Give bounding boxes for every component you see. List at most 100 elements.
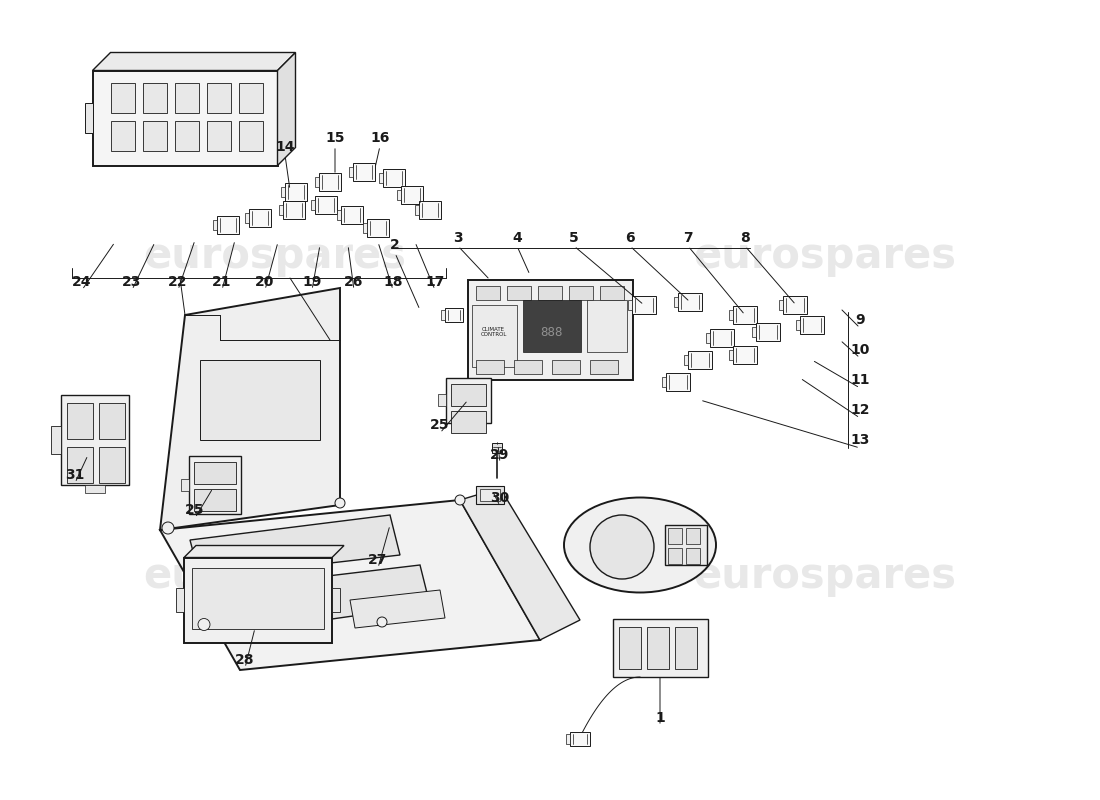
Text: 7: 7 (683, 231, 693, 245)
Bar (182, 479, 189, 491)
Text: CLIMATE
CONTROL: CLIMATE CONTROL (481, 326, 507, 338)
Bar (475, 360, 504, 374)
Bar (600, 286, 624, 300)
Text: 15: 15 (326, 131, 344, 145)
Bar (800, 316, 824, 334)
Bar (444, 308, 462, 322)
Bar (249, 209, 271, 227)
Bar (666, 525, 707, 565)
Text: 19: 19 (302, 275, 321, 289)
Bar (684, 355, 688, 365)
Bar (353, 163, 375, 181)
Bar (85, 103, 92, 133)
Bar (506, 286, 530, 300)
Bar (522, 300, 581, 352)
Text: 10: 10 (850, 343, 870, 357)
Bar (570, 732, 590, 746)
Bar (710, 329, 734, 347)
Polygon shape (190, 515, 400, 578)
Bar (729, 350, 733, 360)
Text: 24: 24 (73, 275, 91, 289)
Text: 23: 23 (122, 275, 142, 289)
Bar (796, 320, 800, 330)
Bar (184, 558, 332, 642)
Bar (60, 395, 129, 485)
Bar (468, 280, 632, 380)
Text: 21: 21 (212, 275, 232, 289)
Bar (99, 447, 125, 483)
Circle shape (162, 522, 174, 534)
Bar (280, 187, 285, 197)
Text: 28: 28 (235, 653, 255, 667)
Bar (618, 627, 640, 669)
Polygon shape (460, 488, 580, 640)
Text: 20: 20 (255, 275, 275, 289)
Text: 9: 9 (855, 313, 865, 327)
Text: 17: 17 (426, 275, 444, 289)
Bar (337, 210, 341, 220)
Bar (175, 121, 198, 150)
Bar (239, 121, 263, 150)
Text: eurospares: eurospares (143, 555, 407, 597)
Bar (51, 426, 60, 454)
Bar (756, 323, 780, 341)
Text: 5: 5 (569, 231, 579, 245)
Circle shape (336, 498, 345, 508)
Text: 1: 1 (656, 711, 664, 725)
Bar (674, 627, 696, 669)
Text: 4: 4 (513, 231, 521, 245)
Bar (175, 82, 198, 113)
Bar (341, 206, 363, 224)
Bar (207, 121, 231, 150)
Bar (99, 403, 125, 439)
Bar (207, 82, 231, 113)
Bar (688, 351, 712, 369)
Text: 16: 16 (371, 131, 389, 145)
Text: 888: 888 (540, 326, 563, 338)
Bar (662, 377, 665, 387)
Polygon shape (210, 565, 430, 635)
Bar (586, 300, 627, 352)
Bar (666, 373, 690, 391)
Text: 3: 3 (453, 231, 463, 245)
Bar (668, 528, 682, 544)
Bar (419, 201, 441, 219)
Bar (379, 173, 383, 183)
Circle shape (377, 617, 387, 627)
Circle shape (198, 618, 210, 630)
Bar (332, 588, 340, 612)
Bar (415, 205, 419, 215)
Bar (538, 286, 561, 300)
Bar (349, 167, 353, 177)
Text: 25: 25 (430, 418, 450, 432)
Bar (176, 588, 184, 612)
Polygon shape (160, 500, 540, 670)
Text: 13: 13 (850, 433, 870, 447)
Bar (67, 447, 94, 483)
Bar (686, 548, 700, 564)
Bar (319, 173, 341, 191)
Text: 30: 30 (491, 491, 509, 505)
Bar (192, 567, 324, 629)
Bar (628, 300, 632, 310)
Bar (283, 201, 305, 219)
Bar (613, 619, 707, 677)
Text: 11: 11 (850, 373, 870, 387)
Circle shape (590, 515, 654, 579)
Text: 22: 22 (168, 275, 188, 289)
Bar (632, 296, 656, 314)
Bar (110, 82, 134, 113)
Bar (451, 410, 485, 433)
Text: eurospares: eurospares (693, 235, 957, 277)
Text: 31: 31 (65, 468, 85, 482)
Text: 12: 12 (850, 403, 870, 417)
Text: 18: 18 (383, 275, 403, 289)
Bar (514, 360, 541, 374)
Bar (315, 196, 337, 214)
Bar (383, 169, 405, 187)
Bar (213, 220, 217, 230)
Polygon shape (184, 546, 344, 558)
Bar (315, 177, 319, 187)
Text: eurospares: eurospares (143, 235, 407, 277)
Bar (279, 205, 283, 215)
